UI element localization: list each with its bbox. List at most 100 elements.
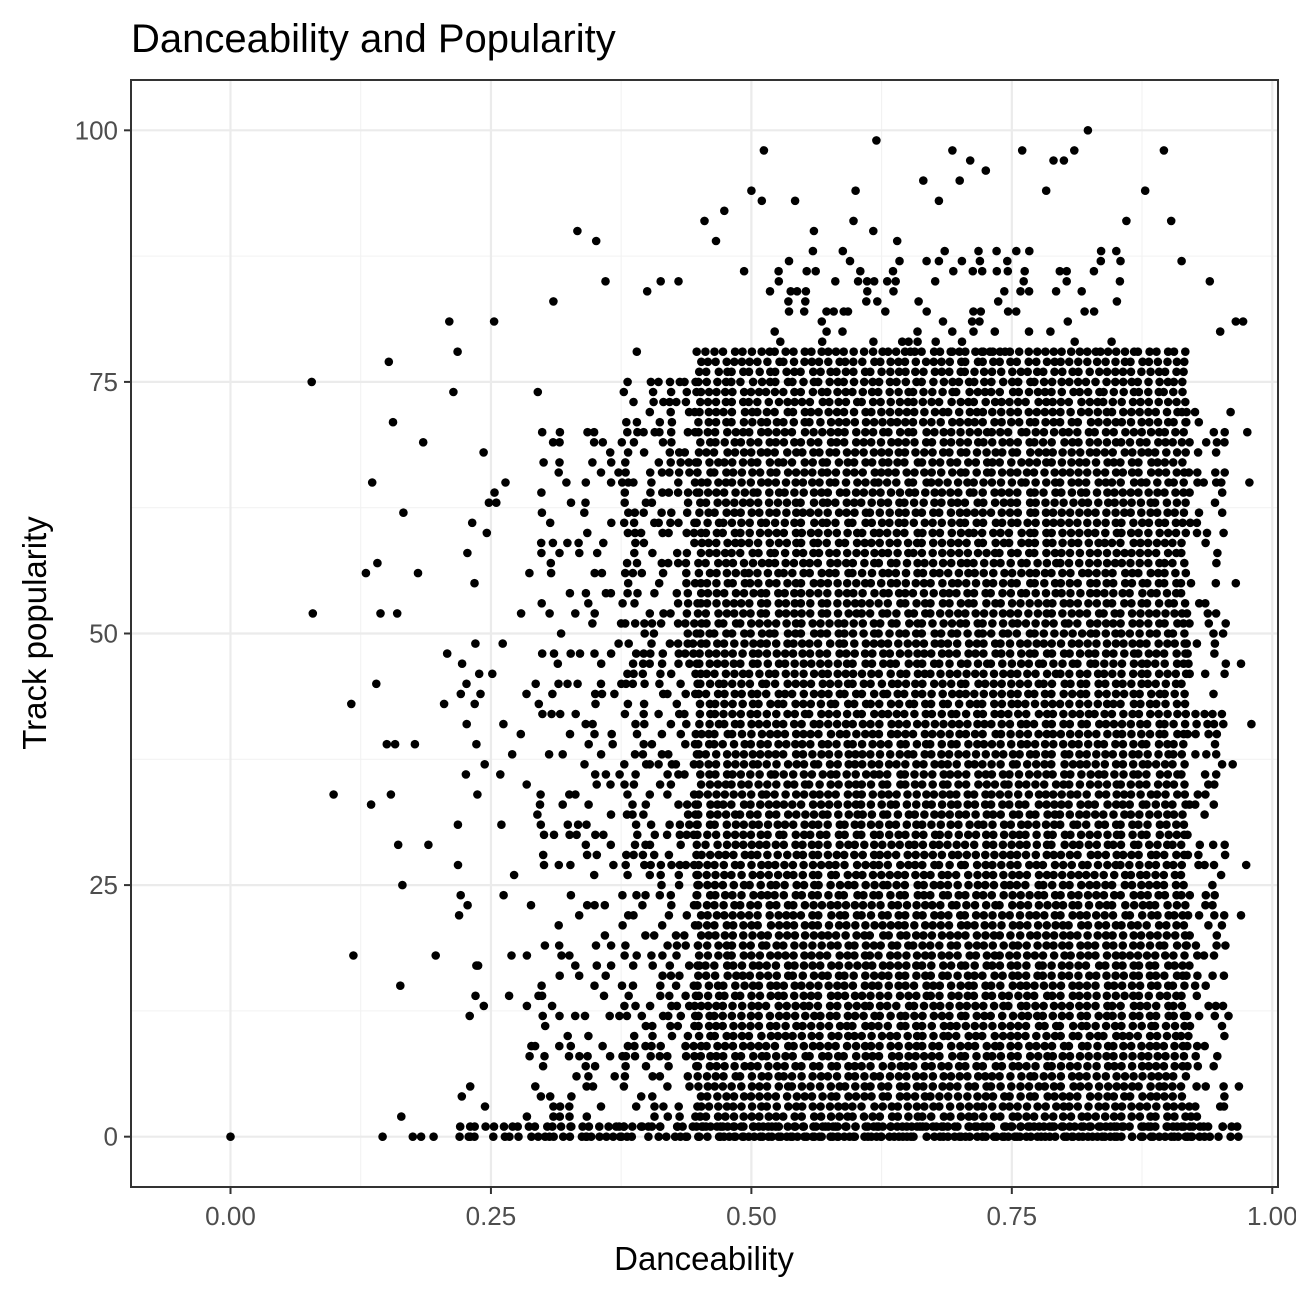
data-point — [1117, 981, 1127, 990]
data-point — [856, 498, 866, 508]
data-point — [674, 649, 684, 658]
data-point — [1083, 347, 1092, 357]
data-point — [1135, 548, 1145, 558]
data-point — [1160, 729, 1169, 739]
data-point — [1068, 1021, 1078, 1031]
data-point — [1116, 458, 1125, 467]
data-point — [1100, 659, 1109, 668]
data-point — [963, 991, 972, 1001]
data-point — [781, 669, 791, 679]
data-point — [1056, 850, 1066, 860]
data-point — [640, 679, 649, 689]
data-point — [1100, 448, 1110, 457]
data-point — [645, 407, 655, 417]
data-point — [1103, 830, 1112, 840]
data-point — [682, 528, 691, 538]
data-point — [1006, 498, 1016, 508]
data-point — [439, 699, 449, 709]
data-point — [712, 1001, 721, 1011]
data-point — [1055, 699, 1065, 709]
data-point — [833, 387, 842, 397]
data-point — [835, 729, 845, 739]
data-point — [1143, 548, 1153, 558]
data-point — [646, 820, 656, 829]
data-point — [781, 347, 790, 357]
data-point — [937, 850, 947, 860]
data-point — [1119, 407, 1128, 417]
data-point — [1066, 1112, 1076, 1121]
data-point — [961, 468, 970, 477]
data-point — [721, 397, 731, 407]
data-point — [970, 417, 979, 427]
data-point — [824, 1051, 833, 1061]
data-point — [1064, 941, 1074, 950]
data-point — [857, 609, 866, 618]
data-point — [664, 1061, 673, 1071]
data-point — [689, 790, 699, 799]
data-point — [990, 488, 999, 497]
data-point — [945, 599, 954, 608]
data-point — [1055, 478, 1065, 487]
data-point — [683, 629, 693, 638]
data-point — [1050, 468, 1059, 477]
data-point — [1161, 468, 1171, 477]
data-point — [1135, 558, 1145, 568]
data-point — [1030, 417, 1040, 427]
data-point — [792, 1102, 801, 1111]
data-point — [1094, 780, 1103, 789]
data-point — [1040, 911, 1049, 920]
data-point — [1243, 427, 1252, 437]
data-point — [1160, 659, 1169, 668]
data-point — [1125, 911, 1135, 920]
data-point — [641, 498, 651, 508]
data-point — [1008, 890, 1017, 900]
data-point — [1143, 578, 1152, 588]
data-point — [1081, 478, 1091, 487]
data-point — [980, 719, 989, 729]
data-point — [1135, 1001, 1145, 1011]
data-point — [987, 438, 997, 447]
data-point — [748, 820, 757, 829]
data-point — [788, 820, 798, 829]
data-point — [1142, 1102, 1152, 1111]
data-point — [1084, 1102, 1093, 1111]
data-point — [1101, 880, 1110, 890]
data-point — [798, 971, 808, 980]
data-point — [774, 538, 784, 548]
data-point — [1005, 649, 1015, 658]
data-point — [817, 941, 826, 950]
data-point — [729, 850, 738, 860]
data-point — [1075, 1051, 1085, 1061]
data-point — [865, 609, 875, 618]
data-point — [656, 991, 665, 1001]
data-point — [875, 1011, 885, 1021]
data-point — [961, 770, 971, 779]
data-point — [1031, 568, 1041, 578]
data-point — [987, 890, 997, 900]
data-point — [757, 558, 767, 568]
data-point — [666, 1021, 675, 1031]
data-point — [877, 709, 887, 719]
data-point — [894, 387, 903, 397]
data-point — [841, 558, 851, 568]
data-point — [1119, 770, 1128, 779]
data-point — [780, 1061, 789, 1071]
data-point — [710, 971, 720, 980]
data-point — [893, 1102, 903, 1111]
data-point — [1034, 900, 1044, 910]
data-point — [964, 1031, 973, 1041]
data-point — [1076, 941, 1085, 950]
data-point — [920, 1061, 930, 1071]
data-point — [712, 1051, 721, 1061]
data-point — [1172, 649, 1181, 658]
data-point — [989, 1001, 999, 1011]
data-point — [671, 981, 681, 990]
data-point — [878, 458, 887, 467]
data-point — [1092, 357, 1102, 367]
data-point — [852, 1001, 862, 1011]
data-point — [1055, 1021, 1065, 1031]
data-point — [1058, 367, 1067, 377]
data-point — [808, 961, 817, 970]
data-point — [1134, 820, 1143, 829]
data-point — [676, 458, 685, 467]
